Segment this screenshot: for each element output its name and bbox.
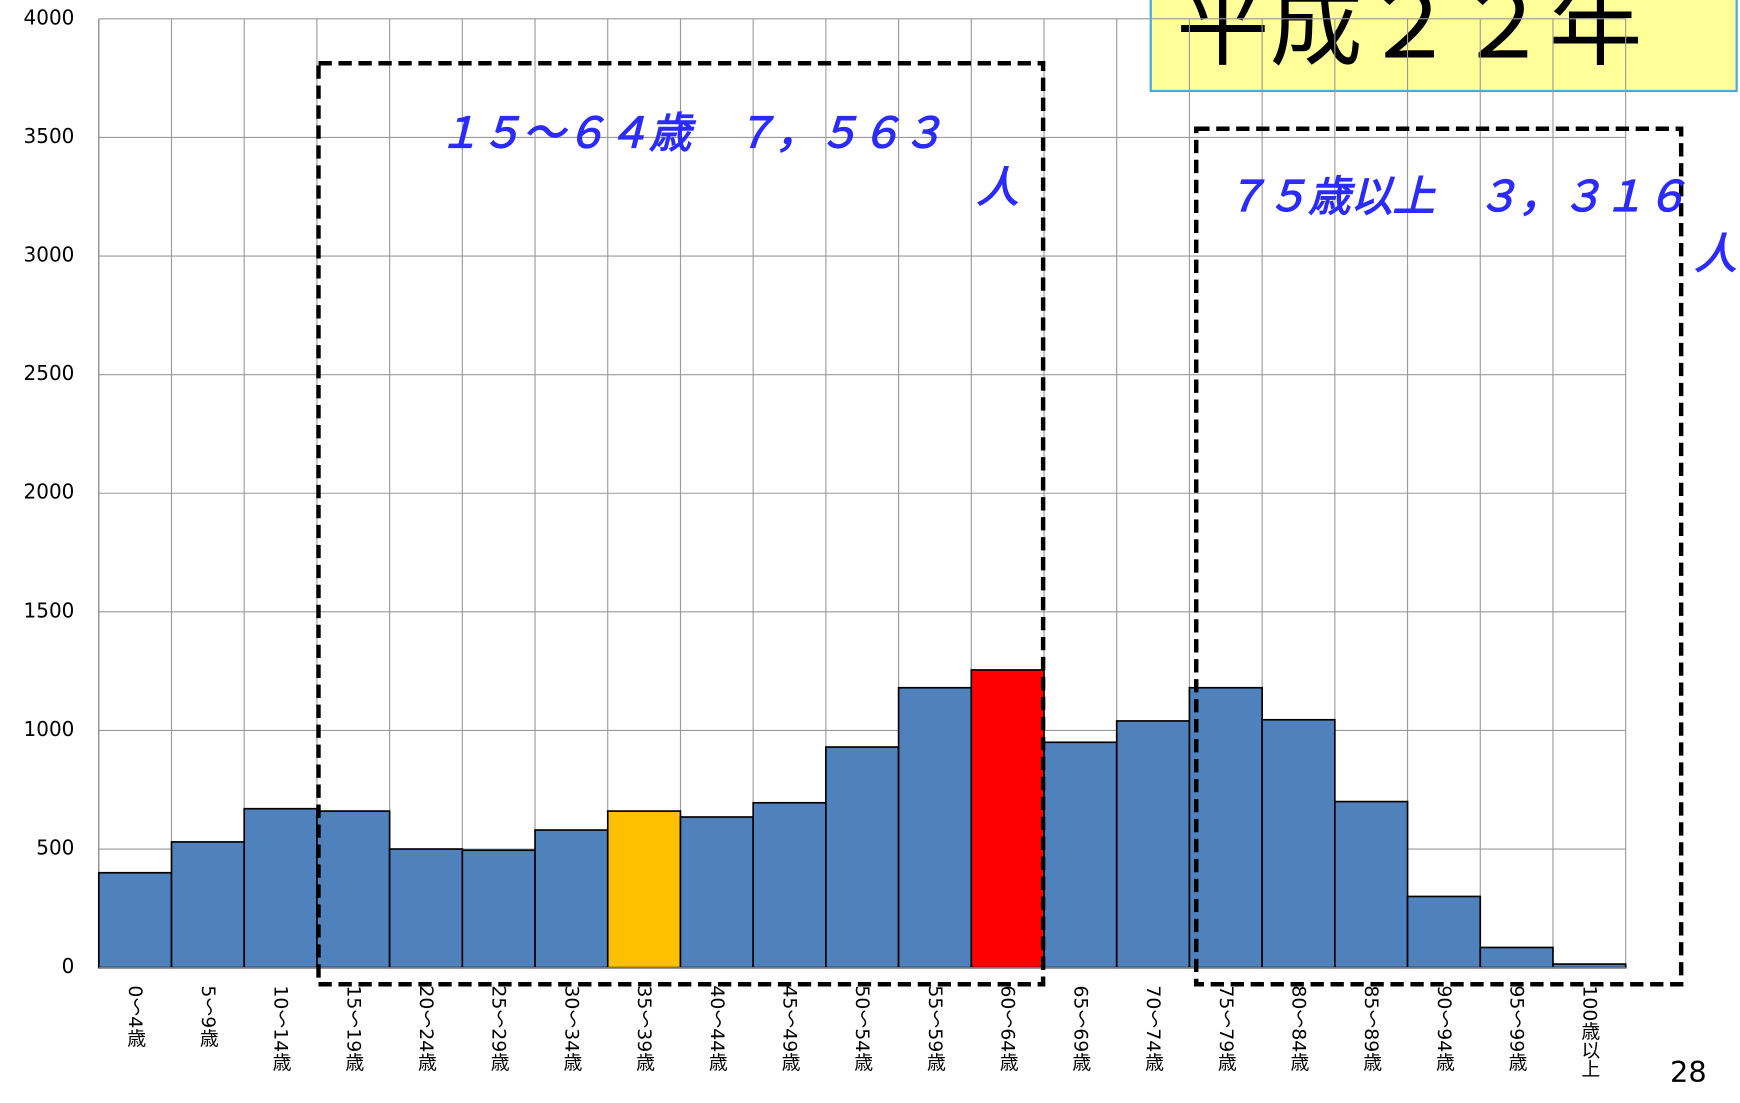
annotation: 人 [977, 163, 1019, 212]
y-tick-label: 1500 [24, 598, 75, 622]
y-tick-label: 0 [62, 954, 75, 978]
bar [1334, 800, 1409, 969]
bar [1261, 718, 1336, 969]
bar [97, 871, 173, 969]
bar [1188, 686, 1263, 969]
x-tick-label: 75～79歳 [1215, 985, 1237, 1071]
y-tick-label: 2000 [24, 480, 75, 504]
x-tick-label: 30～34歳 [560, 985, 582, 1071]
x-tick-label: 40～44歳 [706, 985, 728, 1071]
bar [606, 810, 682, 969]
x-tick-label: 25～29歳 [488, 985, 510, 1071]
y-tick-label: 3000 [24, 243, 75, 267]
bar [897, 686, 973, 969]
x-tick-label: 55～59歳 [924, 985, 946, 1071]
bar [243, 807, 318, 969]
x-tick-label: 35～39歳 [633, 985, 655, 1071]
bar [461, 849, 536, 969]
x-tick-label: 45～49歳 [779, 985, 801, 1071]
x-tick-label: 65～69歳 [1069, 985, 1091, 1071]
x-tick-label: 85～89歳 [1360, 985, 1382, 1071]
bar [752, 801, 827, 969]
bar [316, 810, 391, 969]
y-tick-label: 3500 [24, 124, 75, 148]
x-tick-label: 10～14歳 [270, 985, 292, 1071]
x-tick-label: 70～74歳 [1142, 985, 1164, 1071]
chart-title: 平成２２年 [1176, 0, 1642, 80]
page-number: 28 [1670, 1055, 1707, 1089]
bar [1043, 741, 1118, 969]
x-tick-label: 15～19歳 [342, 985, 364, 1071]
group-box [1194, 126, 1684, 987]
x-tick-label: 100歳以上 [1578, 985, 1600, 1078]
bar [170, 841, 246, 969]
x-tick-label: 50～54歳 [851, 985, 873, 1071]
x-tick-label: 80～84歳 [1287, 985, 1309, 1071]
annotation: １５～６４歳 ７，５６３ [438, 109, 944, 158]
y-tick-label: 2500 [24, 361, 75, 385]
x-tick-label: 20～24歳 [415, 985, 437, 1071]
bar [1479, 946, 1554, 969]
x-tick-label: 5～9歳 [197, 985, 219, 1047]
title-box [1149, 0, 1738, 93]
bar [1115, 720, 1191, 969]
y-tick-label: 1000 [24, 717, 75, 741]
y-tick-label: 4000 [24, 5, 75, 29]
bar [825, 746, 900, 969]
bar [970, 669, 1045, 969]
annotation: 人 [1694, 230, 1736, 279]
bar [1406, 895, 1482, 969]
annotation: ７５歳以上 ３，３１６ [1224, 172, 1688, 221]
bar [534, 829, 609, 969]
x-tick-label: 60～64歳 [997, 985, 1019, 1071]
y-tick-label: 500 [36, 836, 74, 860]
group-box [316, 61, 1046, 987]
bar [679, 816, 755, 969]
x-tick-label: 95～99歳 [1506, 985, 1528, 1071]
bar [388, 848, 464, 969]
x-tick-label: 0～4歳 [124, 985, 146, 1047]
x-tick-label: 90～94歳 [1433, 985, 1455, 1071]
